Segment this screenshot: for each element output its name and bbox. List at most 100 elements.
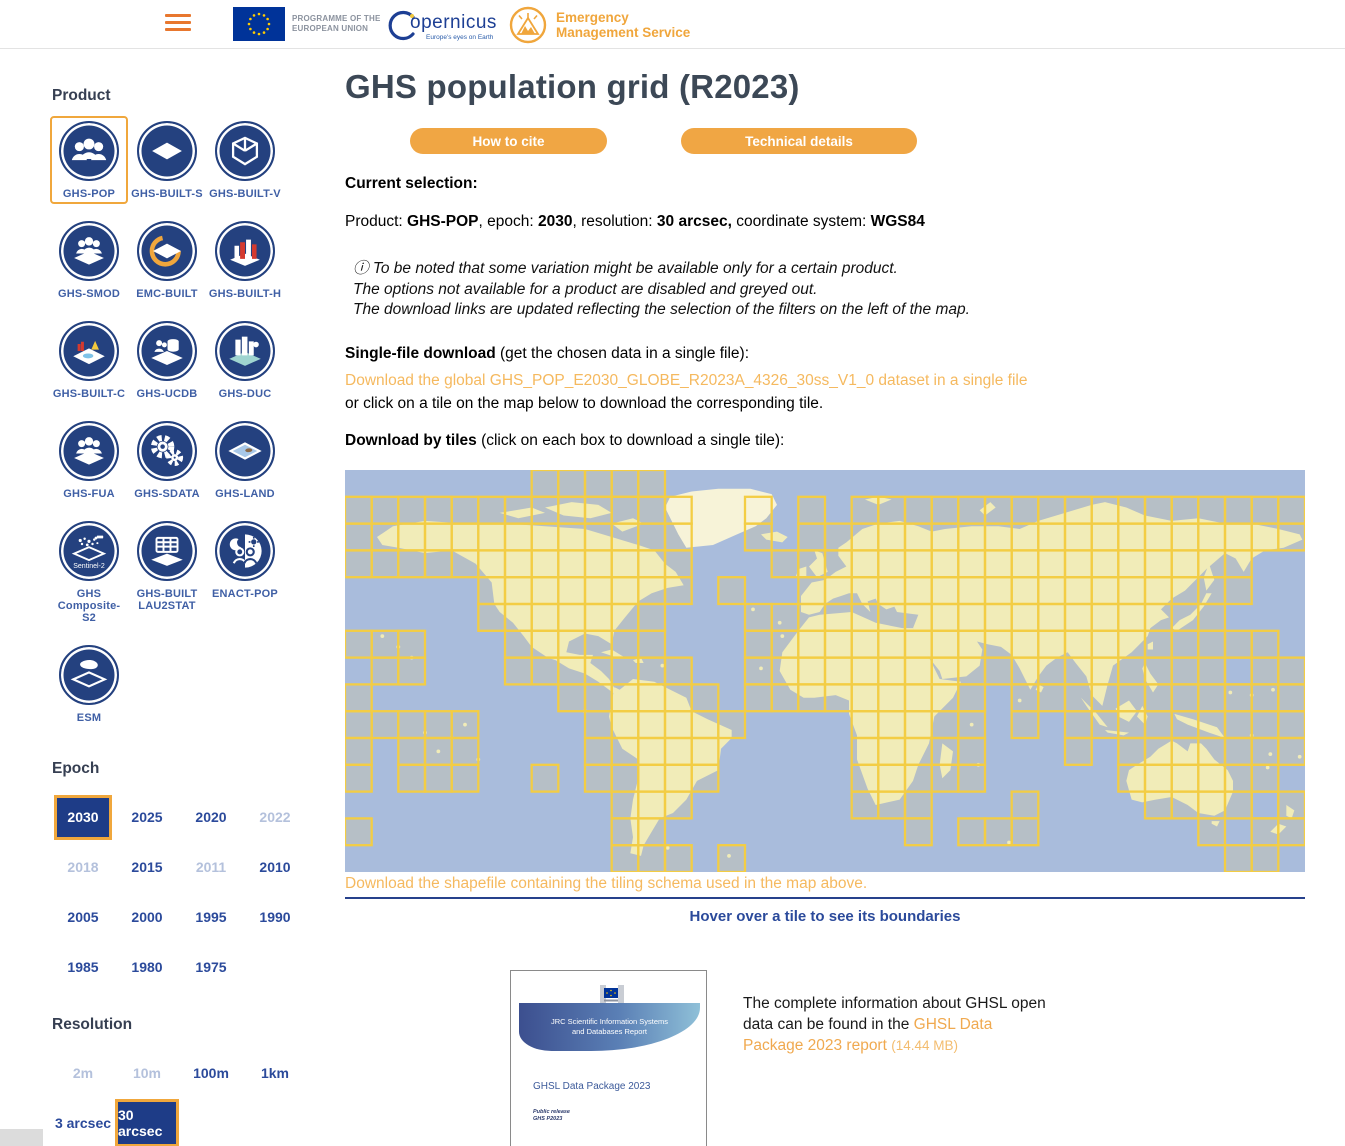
epoch-2025[interactable]: 2025: [131, 809, 163, 825]
resolution-selected[interactable]: 30 arcsec: [115, 1099, 179, 1146]
product-item-ghs-built-c[interactable]: GHS-BUILT-C: [50, 316, 128, 404]
current-selection-label: Current selection:: [345, 175, 478, 192]
epoch-2005[interactable]: 2005: [67, 909, 99, 925]
epoch-1975[interactable]: 1975: [195, 959, 227, 975]
epoch-2018: 2018: [67, 859, 99, 875]
resolution-1km[interactable]: 1km: [260, 1065, 290, 1081]
info-icon: ⓘ: [353, 260, 369, 277]
ghs-built-v-icon: [215, 121, 275, 181]
selected-coordinate-system: WGS84: [870, 213, 925, 230]
product-label: GHS-SMOD: [57, 288, 121, 300]
map-tile-r13-c25[interactable]: [1010, 817, 1040, 847]
epoch-2022: 2022: [259, 809, 291, 825]
single-file-download-link[interactable]: Download the global GHS_POP_E2030_GLOBE_…: [345, 372, 1028, 389]
map-tile-r4-c14[interactable]: [717, 576, 747, 606]
copernicus-logo[interactable]: opernicus Europe's eyes on Earth: [386, 8, 506, 44]
resolution-100m[interactable]: 100m: [193, 1065, 229, 1081]
product-label: GHS-SDATA: [134, 488, 200, 500]
ghs-built-s-icon: [137, 121, 197, 181]
product-item-ghs-built-s[interactable]: GHS-BUILT-S: [128, 116, 206, 204]
product-item-ghs-ucdb[interactable]: GHS-UCDB: [128, 316, 206, 404]
shapefile-download-link[interactable]: Download the shapefile containing the ti…: [345, 875, 868, 892]
copernicus-name: opernicus: [410, 12, 497, 33]
emc-built-icon: [137, 221, 197, 281]
product-label: ESM: [76, 712, 102, 724]
world-map[interactable]: [343, 468, 1307, 874]
map-tile-r13-c32[interactable]: [1197, 817, 1227, 847]
epoch-selected[interactable]: 2030: [54, 794, 112, 840]
product-item-ghs-fua[interactable]: GHS-FUA: [50, 416, 128, 504]
map-tile-r11-c23[interactable]: [957, 763, 987, 793]
divider: [345, 897, 1305, 899]
product-item-ghs-smod[interactable]: GHS-SMOD: [50, 216, 128, 304]
hamburger-menu-icon[interactable]: [165, 14, 191, 34]
map-tile-r11-c4[interactable]: [450, 763, 480, 793]
epoch-1990[interactable]: 1990: [259, 909, 291, 925]
hover-hint: Hover over a tile to see its boundaries: [689, 908, 961, 925]
product-item-esm[interactable]: ESM: [50, 640, 128, 728]
product-label: EMC-BUILT: [136, 288, 198, 300]
product-item-emc-built[interactable]: EMC-BUILT: [128, 216, 206, 304]
map-tile-r7-c2[interactable]: [397, 656, 427, 686]
epoch-2010[interactable]: 2010: [259, 859, 291, 875]
report-file-size: (14.44 MB): [891, 1038, 958, 1053]
resolution-30-arcsec[interactable]: 30 arcsec: [115, 1098, 179, 1146]
eu-flag-stars: [247, 12, 271, 36]
esm-icon: [59, 645, 119, 705]
map-tile-r4-c12[interactable]: [663, 576, 693, 606]
product-item-ghs-duc[interactable]: GHS-DUC: [206, 316, 284, 404]
map-tile-r11-c7[interactable]: [530, 763, 560, 793]
epoch-1980[interactable]: 1980: [131, 959, 163, 975]
epoch-2015[interactable]: 2015: [131, 859, 163, 875]
map-tile-r12-c12[interactable]: [663, 790, 693, 820]
product-label: GHS-LAND: [215, 488, 275, 500]
map-tile-r13-c21[interactable]: [903, 817, 933, 847]
download-by-tiles-heading: Download by tiles (click on each box to …: [345, 432, 785, 449]
product-item-ghs-sdata[interactable]: GHS-SDATA: [128, 416, 206, 504]
report-download-link[interactable]: GHSL Data Package 2023 report: [743, 1016, 993, 1054]
selection-summary: Product: GHS-POP, epoch: 2030, resolutio…: [345, 213, 925, 230]
epoch-1995[interactable]: 1995: [195, 909, 227, 925]
map-tile-r4-c33[interactable]: [1223, 576, 1253, 606]
resolution-3-arcsec[interactable]: 3 arcsec: [54, 1115, 112, 1131]
product-item-ghs-built-v[interactable]: GHS-BUILT-V: [206, 116, 284, 204]
tile-download-map[interactable]: [343, 468, 1307, 874]
product-label: GHS-BUILT-V: [209, 188, 281, 200]
product-item-ghs-pop[interactable]: GHS-POP: [50, 116, 128, 204]
selected-product: GHS-POP: [407, 213, 479, 230]
epoch-2000[interactable]: 2000: [131, 909, 163, 925]
product-item-ghs-composite-s2[interactable]: Sentinel-2 GHS Composite-S2: [50, 516, 128, 628]
product-item-ghs-built-lau2stat[interactable]: GHS-BUILT LAU2STAT: [128, 516, 206, 628]
epoch-2020[interactable]: 2020: [195, 809, 227, 825]
product-label: ENACT-POP: [212, 588, 278, 600]
epoch-heading: Epoch: [52, 760, 100, 777]
product-label: GHS-FUA: [63, 488, 115, 500]
map-tile-r11-c0[interactable]: [343, 763, 373, 793]
copernicus-tagline: Europe's eyes on Earth: [426, 34, 494, 41]
report-cover-title: GHSL Data Package 2023: [533, 1081, 651, 1092]
resolution-list: 2m 10m 100m 1km 3 arcsec 30 arcsec: [51, 1048, 309, 1146]
epoch-1985[interactable]: 1985: [67, 959, 99, 975]
availability-note: ⓘ To be noted that some variation might …: [353, 260, 970, 318]
ghs-pop-icon: [59, 121, 119, 181]
enact-pop-icon: [215, 521, 275, 581]
product-item-ghs-built-h[interactable]: GHS-BUILT-H: [206, 216, 284, 304]
map-tile-r9-c14[interactable]: [717, 710, 747, 740]
map-tile-r13-c0[interactable]: [343, 817, 373, 847]
report-cover-thumbnail[interactable]: JRC Scientific Information Systems and D…: [510, 970, 707, 1146]
technical-details-button[interactable]: Technical details: [681, 128, 917, 154]
ems-logo[interactable]: Emergency Management Service: [508, 5, 690, 45]
product-item-enact-pop[interactable]: ENACT-POP: [206, 516, 284, 628]
ghs-sdata-icon: [137, 421, 197, 481]
map-tile-r10-c27[interactable]: [1063, 736, 1093, 766]
product-item-ghs-land[interactable]: GHS-LAND: [206, 416, 284, 504]
map-tile-r11-c13[interactable]: [690, 763, 720, 793]
epoch-2011: 2011: [195, 859, 227, 875]
ems-mountain-icon: [509, 6, 547, 44]
map-tile-r9-c25[interactable]: [1010, 710, 1040, 740]
epoch-2030[interactable]: 2030: [51, 792, 115, 842]
how-to-cite-button[interactable]: How to cite: [410, 128, 607, 154]
ghs-ucdb-icon: [137, 321, 197, 381]
map-tile-r2-c15[interactable]: [743, 522, 773, 552]
